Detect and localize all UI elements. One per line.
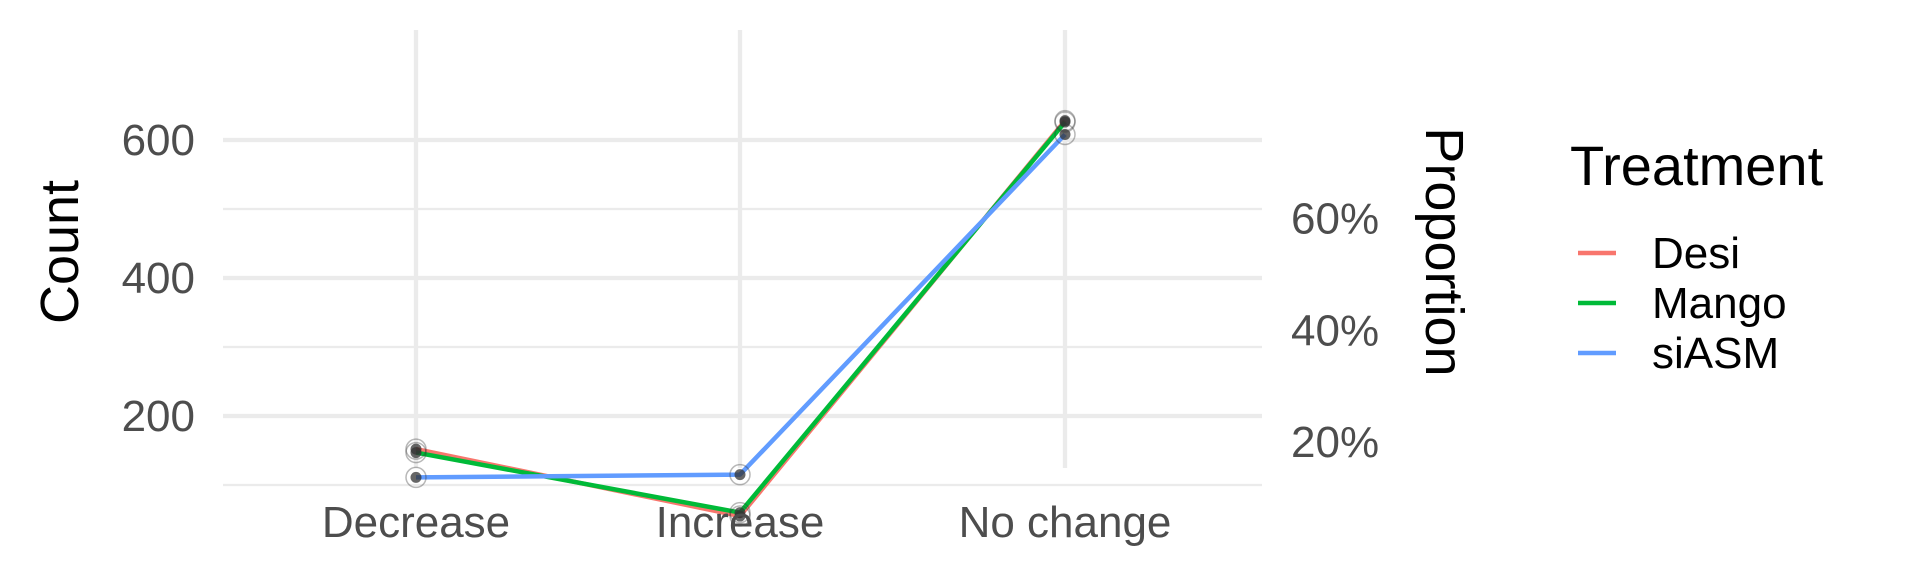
grid <box>223 30 1262 487</box>
data-point <box>410 471 422 483</box>
data-points <box>405 109 1076 527</box>
data-point-ring <box>405 438 427 460</box>
y2-tick-label: 60% <box>1291 195 1379 244</box>
data-point-ring <box>729 463 751 486</box>
data-point-ring <box>1054 123 1076 146</box>
legend-label: siASM <box>1652 329 1779 378</box>
y2-tick-label: 40% <box>1291 306 1379 355</box>
y-tick-label: 200 <box>122 392 195 441</box>
secondary-y-axis-title: Proportion <box>1414 127 1474 376</box>
legend-title: Treatment <box>1570 134 1824 197</box>
data-point <box>410 447 422 459</box>
y-tick-label: 400 <box>122 254 195 303</box>
x-tick-label: Increase <box>656 498 825 547</box>
data-point-ring <box>729 505 751 527</box>
x-tick-label: Decrease <box>322 498 510 547</box>
y-tick-label: 600 <box>122 116 195 165</box>
y-axis-title: Count <box>30 180 90 324</box>
data-point <box>1059 116 1071 128</box>
x-tick-label: No change <box>959 498 1172 547</box>
data-point-ring <box>729 501 751 524</box>
data-point <box>734 507 746 519</box>
data-point <box>734 469 746 481</box>
data-point-ring <box>405 441 427 464</box>
data-point-ring <box>405 466 427 489</box>
data-point <box>1059 128 1071 140</box>
axes: Count Proportion 200 400 600 20% 40% 60% Decre… <box>30 116 1474 547</box>
y2-tick-label: 20% <box>1291 418 1379 467</box>
legend-label: Mango <box>1652 279 1787 328</box>
legend-label: Desi <box>1652 229 1740 278</box>
